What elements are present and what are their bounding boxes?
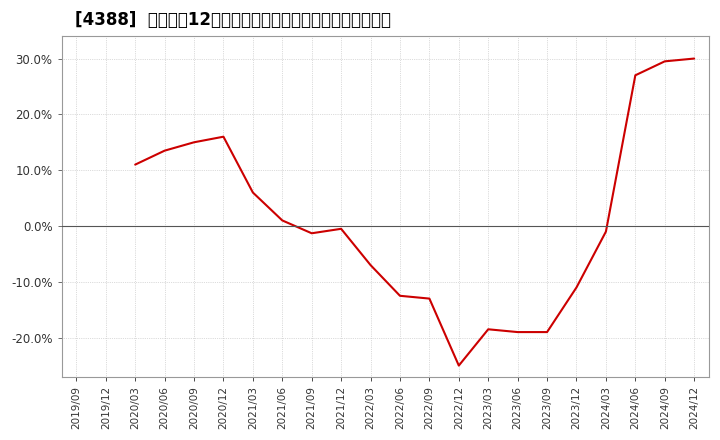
Text: [4388]  売上高の12か月移動合計の対前年同期増減率の推移: [4388] 売上高の12か月移動合計の対前年同期増減率の推移	[75, 11, 390, 29]
